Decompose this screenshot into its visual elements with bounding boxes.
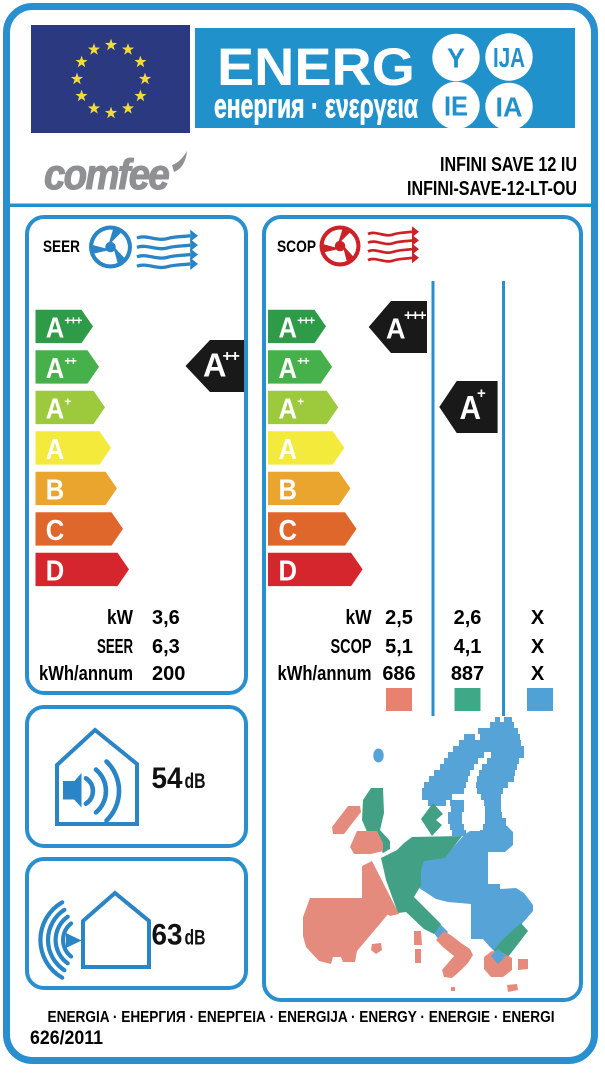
svg-text:626/2011: 626/2011 — [30, 1028, 103, 1049]
svg-text:A: A — [460, 389, 482, 426]
svg-text:A: A — [46, 313, 65, 345]
svg-text:dB: dB — [185, 770, 206, 793]
svg-text:IE: IE — [444, 91, 468, 122]
svg-text:A: A — [46, 434, 65, 466]
svg-text:++: ++ — [297, 354, 310, 368]
svg-text:INFINI SAVE 12 IU: INFINI SAVE 12 IU — [440, 154, 577, 176]
svg-text:ENERG: ENERG — [217, 38, 415, 97]
svg-text:54: 54 — [152, 762, 183, 795]
svg-text:+: + — [297, 395, 304, 409]
svg-text:B: B — [279, 475, 298, 507]
svg-text:B: B — [46, 475, 65, 507]
svg-text:2,5: 2,5 — [385, 607, 413, 629]
svg-text:D: D — [279, 556, 298, 588]
svg-text:3,6: 3,6 — [152, 607, 180, 629]
svg-text:A: A — [46, 394, 65, 426]
svg-text:IA: IA — [496, 92, 523, 123]
svg-text:887: 887 — [451, 663, 484, 685]
svg-text:SEER: SEER — [97, 636, 133, 658]
svg-text:6,3: 6,3 — [152, 636, 180, 658]
svg-text:4,1: 4,1 — [454, 636, 482, 658]
svg-text:A: A — [279, 353, 298, 385]
svg-text:63: 63 — [152, 919, 183, 952]
svg-text:kW: kW — [346, 607, 372, 629]
svg-text:dB: dB — [185, 927, 206, 950]
svg-text:A: A — [203, 347, 227, 384]
svg-text:++: ++ — [64, 354, 77, 368]
svg-text:200: 200 — [152, 663, 185, 685]
svg-text:686: 686 — [382, 663, 415, 685]
svg-text:A: A — [386, 314, 406, 346]
svg-text:C: C — [46, 515, 65, 547]
svg-text:X: X — [531, 607, 545, 629]
svg-text:A: A — [279, 313, 298, 345]
svg-text:X: X — [531, 636, 545, 658]
svg-text:+: + — [64, 395, 71, 409]
svg-text:+++: +++ — [297, 314, 315, 328]
svg-text:IJA: IJA — [493, 42, 525, 73]
svg-text:++: ++ — [223, 348, 240, 365]
svg-text:+: + — [477, 385, 486, 402]
svg-text:SCOP: SCOP — [277, 237, 316, 256]
svg-text:C: C — [279, 515, 298, 547]
svg-text:ENERGIA · ЕНЕРГИЯ · ΕΝΕΡΓΕΙΑ ·: ENERGIA · ЕНЕРГИЯ · ΕΝΕΡΓΕΙΑ · ENERGIJA … — [48, 1009, 555, 1026]
svg-text:kW: kW — [107, 607, 133, 629]
svg-text:+++: +++ — [404, 308, 426, 324]
svg-text:SEER: SEER — [43, 237, 80, 256]
svg-text:INFINI-SAVE-12-LT-OU: INFINI-SAVE-12-LT-OU — [407, 178, 577, 200]
svg-text:D: D — [46, 556, 65, 588]
svg-text:енергия · ενεργεια: енергия · ενεργεια — [214, 88, 418, 126]
svg-text:A: A — [279, 394, 298, 426]
svg-text:kWh/annum: kWh/annum — [39, 663, 133, 685]
svg-text:kWh/annum: kWh/annum — [278, 663, 372, 685]
svg-text:2,6: 2,6 — [454, 607, 482, 629]
svg-text:SCOP: SCOP — [331, 636, 372, 658]
svg-text:5,1: 5,1 — [385, 636, 413, 658]
svg-text:comfee: comfee — [44, 151, 169, 199]
svg-text:Y: Y — [447, 43, 465, 74]
svg-text:A: A — [279, 434, 298, 466]
svg-text:+++: +++ — [64, 314, 82, 328]
svg-text:A: A — [46, 353, 65, 385]
svg-text:X: X — [531, 663, 545, 685]
